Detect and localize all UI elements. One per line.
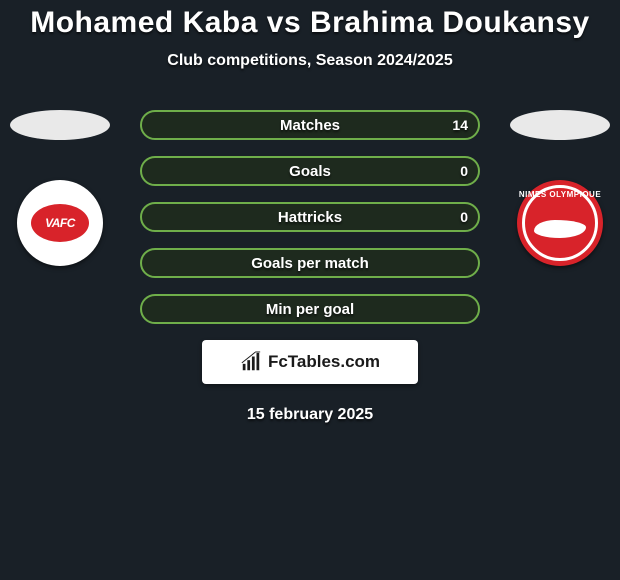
club-badge-left: VAFC [17,180,103,266]
club-badge-right: NIMES OLYMPIQUE [517,180,603,266]
chart-icon [240,351,262,373]
watermark-text: FcTables.com [268,352,380,372]
stat-value-right: 14 [452,117,468,133]
player-left-photo-placeholder [10,110,110,140]
stat-label: Matches [280,117,340,134]
stat-bars: Matches 14 Goals 0 Hattricks 0 Goals per match… [140,110,480,324]
stat-bar: Matches 14 [140,110,480,140]
stat-label: Goals per match [251,255,369,272]
subtitle: Club competitions, Season 2024/2025 [0,52,620,70]
content-area: VAFC NIMES OLYMPIQUE Matches14Goals0Hatt… [0,110,620,424]
stat-bar: Goals per match [140,248,480,278]
infographic-container: Mohamed Kaba vs Brahima Doukansy Club co… [0,0,620,580]
stat-label: Goals [289,163,331,180]
player-right-column: NIMES OLYMPIQUE [500,110,620,266]
club-left-abbrev: VAFC [31,204,89,242]
stat-bar: Hattricks 0 [140,202,480,232]
page-title: Mohamed Kaba vs Brahima Doukansy [0,0,620,40]
stat-label: Hattricks [278,209,342,226]
player-left-column: VAFC [0,110,120,266]
stat-bar: Goals 0 [140,156,480,186]
stat-bar: Min per goal [140,294,480,324]
date-text: 15 february 2025 [0,406,620,424]
stat-value-right: 0 [460,209,468,225]
stat-value-right: 0 [460,163,468,179]
stat-label: Min per goal [266,301,354,318]
player-right-photo-placeholder [510,110,610,140]
club-right-arc-text: NIMES OLYMPIQUE [517,190,603,199]
watermark: FcTables.com [202,340,418,384]
